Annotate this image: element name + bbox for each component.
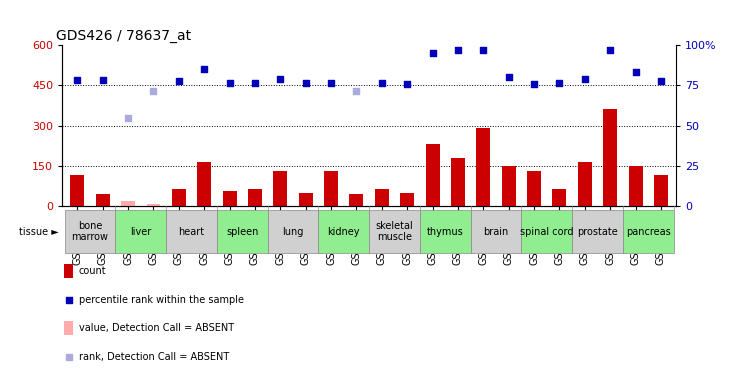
Point <box>503 74 515 80</box>
Text: value, Detection Call = ABSENT: value, Detection Call = ABSENT <box>79 323 234 333</box>
Point <box>63 354 75 360</box>
Bar <box>223 192 237 206</box>
Text: thymus: thymus <box>427 226 463 237</box>
Text: GDS426 / 78637_at: GDS426 / 78637_at <box>56 28 191 43</box>
Bar <box>268 210 319 253</box>
Point <box>72 77 83 83</box>
Point <box>401 81 413 87</box>
Point <box>477 47 489 53</box>
Text: percentile rank within the sample: percentile rank within the sample <box>79 295 243 305</box>
Bar <box>553 189 567 206</box>
Bar <box>629 166 643 206</box>
Bar <box>299 193 313 206</box>
Bar <box>420 210 471 253</box>
Bar <box>64 321 73 335</box>
Point <box>376 80 387 86</box>
Text: pancreas: pancreas <box>626 226 670 237</box>
Point <box>97 77 109 83</box>
Bar <box>172 189 186 206</box>
Text: rank, Detection Call = ABSENT: rank, Detection Call = ABSENT <box>79 352 229 362</box>
Text: liver: liver <box>130 226 151 237</box>
Point <box>655 78 667 84</box>
Point <box>122 115 134 121</box>
Bar <box>115 210 166 253</box>
Point <box>148 88 159 94</box>
Text: heart: heart <box>178 226 205 237</box>
Point <box>529 81 540 87</box>
Point <box>629 69 641 75</box>
Bar <box>375 189 389 206</box>
Point <box>300 80 311 86</box>
Bar <box>146 204 161 206</box>
Bar <box>451 158 465 206</box>
Bar <box>501 166 515 206</box>
Bar <box>70 176 84 206</box>
Point <box>605 47 616 53</box>
Bar <box>603 110 617 206</box>
Bar <box>477 128 491 206</box>
Point <box>452 47 463 53</box>
Text: brain: brain <box>483 226 509 237</box>
Text: prostate: prostate <box>577 226 618 237</box>
Text: lung: lung <box>282 226 303 237</box>
Point <box>351 88 363 94</box>
Text: count: count <box>79 266 106 276</box>
Bar <box>527 171 541 206</box>
Text: skeletal
muscle: skeletal muscle <box>376 221 414 242</box>
Point <box>553 80 565 86</box>
Bar <box>401 193 414 206</box>
Bar <box>166 210 217 253</box>
Bar <box>425 144 439 206</box>
Point <box>325 80 337 86</box>
Bar <box>121 201 135 206</box>
Bar <box>654 176 668 206</box>
Point <box>198 66 210 72</box>
Bar <box>217 210 268 253</box>
Point <box>275 76 287 82</box>
Bar <box>273 171 287 206</box>
Bar <box>197 162 211 206</box>
Bar <box>96 194 110 206</box>
Bar <box>369 210 420 253</box>
Bar <box>349 194 363 206</box>
Point <box>249 80 261 86</box>
Bar <box>572 210 623 253</box>
Point <box>63 297 75 303</box>
Bar <box>324 171 338 206</box>
Text: bone
marrow: bone marrow <box>72 221 108 242</box>
Bar <box>471 210 521 253</box>
Point <box>173 78 185 84</box>
Bar <box>64 210 115 253</box>
Bar <box>623 210 674 253</box>
Point <box>224 80 235 86</box>
Point <box>427 50 439 56</box>
Text: kidney: kidney <box>327 226 360 237</box>
Text: spinal cord: spinal cord <box>520 226 574 237</box>
Bar <box>248 189 262 206</box>
Text: spleen: spleen <box>226 226 259 237</box>
Text: tissue ►: tissue ► <box>19 226 58 237</box>
Point <box>579 76 591 82</box>
Bar <box>319 210 369 253</box>
Bar <box>64 264 73 278</box>
Bar <box>521 210 572 253</box>
Bar <box>577 162 592 206</box>
